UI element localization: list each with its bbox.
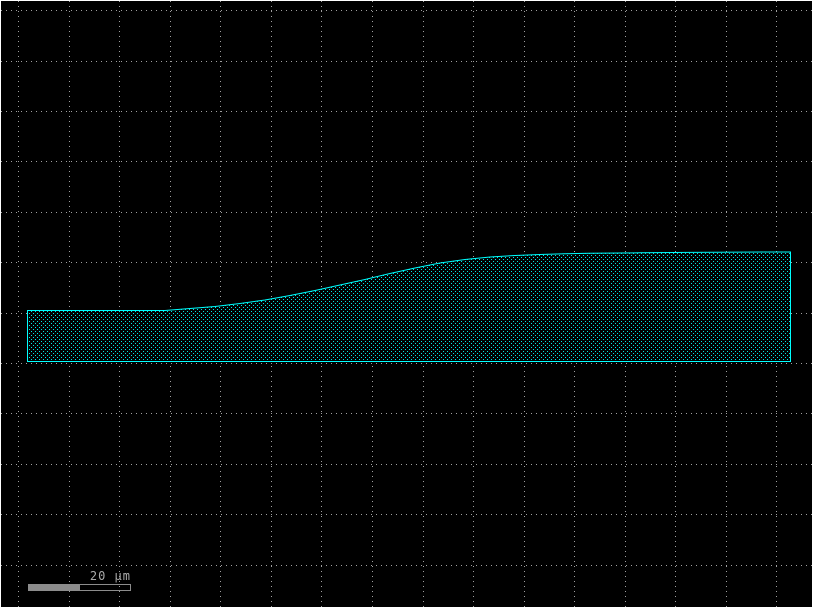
layout-svg: 20 µm — [1, 1, 812, 607]
scale-bar-label: 20 µm — [90, 569, 131, 583]
layout-canvas[interactable]: 20 µm — [1, 1, 812, 607]
scale-bar: 20 µm — [28, 569, 131, 591]
scale-bar-filled-segment — [28, 584, 79, 591]
scale-bar-outline-segment — [79, 584, 131, 591]
layer-polygon[interactable] — [27, 251, 791, 362]
